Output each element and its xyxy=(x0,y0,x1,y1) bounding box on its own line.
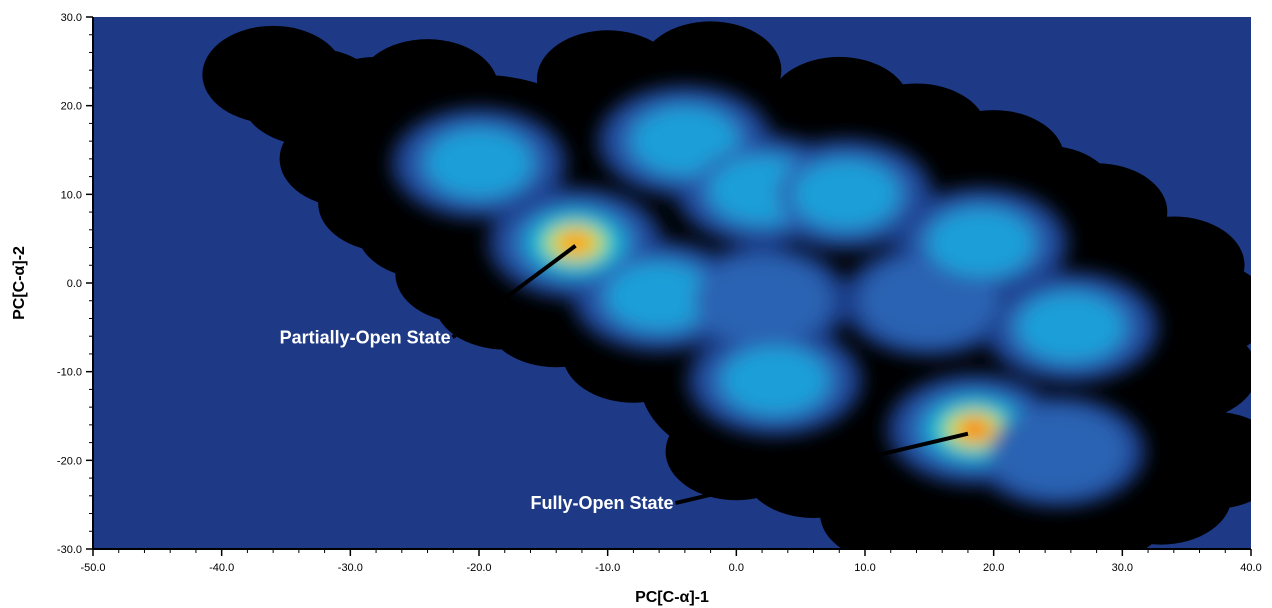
y-tick-label: 10.0 xyxy=(61,189,82,201)
x-tick-label: 40.0 xyxy=(1240,562,1261,574)
density-contour xyxy=(793,160,899,228)
partially-open-label: Partially-Open State xyxy=(280,327,451,347)
density-contour xyxy=(558,231,593,255)
y-tick-label: -10.0 xyxy=(57,367,82,379)
x-tick-label: 20.0 xyxy=(983,562,1004,574)
annotations: Partially-Open State Fully-Open State xyxy=(280,244,969,513)
axes: -50.0 -40.0 -30.0 -20.0 -10.0 0.0 10.0 20.0 30.0… xyxy=(57,12,1262,574)
density-contour xyxy=(928,209,1034,277)
x-tick-label: 10.0 xyxy=(854,562,875,574)
x-tick-label: -40.0 xyxy=(209,562,234,574)
density-contour xyxy=(693,257,831,345)
density-contour xyxy=(632,107,738,175)
density-contour xyxy=(989,407,1127,496)
density-contour xyxy=(606,262,712,330)
y-tick-label: -20.0 xyxy=(57,455,82,467)
density-contour xyxy=(1018,293,1124,361)
x-tick-label: -50.0 xyxy=(80,562,105,574)
x-ticks: -50.0 -40.0 -30.0 -20.0 -10.0 0.0 10.0 20.0 30.0… xyxy=(80,549,1262,574)
density-surface xyxy=(391,85,1159,508)
x-axis-title: PC[C-α]-1 xyxy=(635,589,709,606)
y-tick-label: 30.0 xyxy=(61,12,82,24)
fully-open-pointer xyxy=(675,431,969,506)
x-tick-label: -20.0 xyxy=(466,562,491,574)
x-tick-label: -30.0 xyxy=(338,562,363,574)
y-tick-label: 20.0 xyxy=(61,101,82,113)
x-tick-label: 30.0 xyxy=(1112,562,1133,574)
density-contour xyxy=(722,347,828,415)
y-tick-label: 0.0 xyxy=(67,278,82,290)
fully-open-label: Fully-Open State xyxy=(530,493,673,513)
x-tick-label: -10.0 xyxy=(595,562,620,574)
y-ticks: -30.0 -20.0 -10.0 0.0 10.0 20.0 30.0 xyxy=(57,12,93,556)
y-tick-label: -30.0 xyxy=(57,544,82,556)
y-axis-title: PC[C-α]-2 xyxy=(11,246,28,320)
density-contour xyxy=(965,423,984,435)
x-tick-label: 0.0 xyxy=(729,562,744,574)
partially-open-pointer xyxy=(451,244,577,339)
density-contour xyxy=(426,129,532,197)
